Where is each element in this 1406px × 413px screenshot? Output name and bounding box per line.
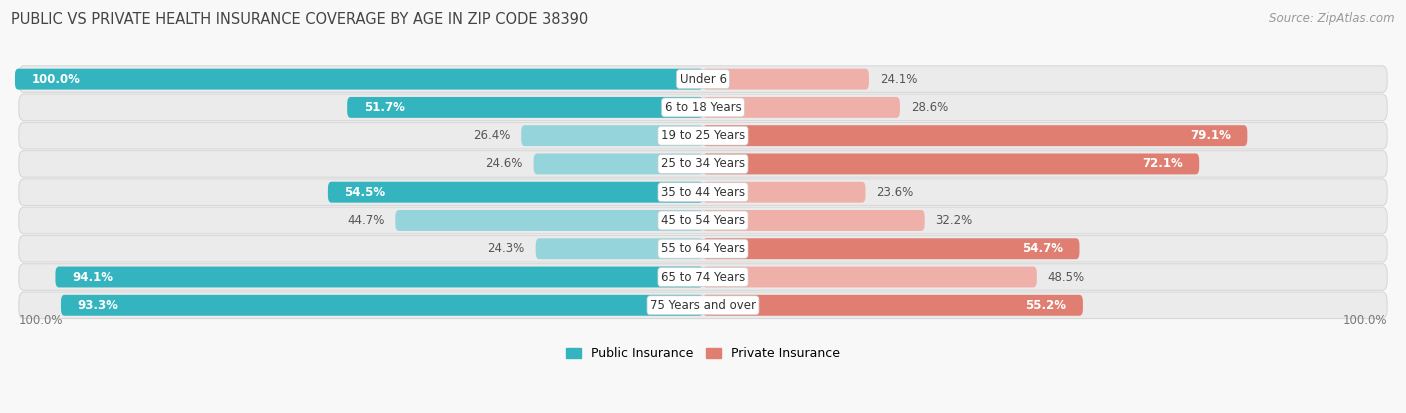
Legend: Public Insurance, Private Insurance: Public Insurance, Private Insurance xyxy=(561,342,845,366)
Text: 24.3%: 24.3% xyxy=(488,242,524,255)
Text: 54.5%: 54.5% xyxy=(344,186,385,199)
Text: 25 to 34 Years: 25 to 34 Years xyxy=(661,157,745,171)
Text: 35 to 44 Years: 35 to 44 Years xyxy=(661,186,745,199)
FancyBboxPatch shape xyxy=(18,264,1388,290)
FancyBboxPatch shape xyxy=(395,210,703,231)
FancyBboxPatch shape xyxy=(18,94,1388,121)
FancyBboxPatch shape xyxy=(703,266,1036,287)
FancyBboxPatch shape xyxy=(347,97,703,118)
Text: 72.1%: 72.1% xyxy=(1142,157,1182,171)
FancyBboxPatch shape xyxy=(18,179,1388,206)
FancyBboxPatch shape xyxy=(18,235,1388,262)
FancyBboxPatch shape xyxy=(703,154,1199,174)
Text: 23.6%: 23.6% xyxy=(876,186,914,199)
Text: 28.6%: 28.6% xyxy=(911,101,948,114)
Text: 44.7%: 44.7% xyxy=(347,214,384,227)
Text: 55.2%: 55.2% xyxy=(1025,299,1066,312)
Text: 6 to 18 Years: 6 to 18 Years xyxy=(665,101,741,114)
FancyBboxPatch shape xyxy=(522,125,703,146)
FancyBboxPatch shape xyxy=(328,182,703,203)
Text: 79.1%: 79.1% xyxy=(1189,129,1230,142)
Text: 100.0%: 100.0% xyxy=(31,73,80,85)
Text: Under 6: Under 6 xyxy=(679,73,727,85)
FancyBboxPatch shape xyxy=(703,125,1247,146)
FancyBboxPatch shape xyxy=(60,295,703,316)
FancyBboxPatch shape xyxy=(536,238,703,259)
Text: PUBLIC VS PRIVATE HEALTH INSURANCE COVERAGE BY AGE IN ZIP CODE 38390: PUBLIC VS PRIVATE HEALTH INSURANCE COVER… xyxy=(11,12,589,27)
Text: 94.1%: 94.1% xyxy=(72,271,112,283)
Text: 19 to 25 Years: 19 to 25 Years xyxy=(661,129,745,142)
Text: 51.7%: 51.7% xyxy=(364,101,405,114)
FancyBboxPatch shape xyxy=(55,266,703,287)
Text: 55 to 64 Years: 55 to 64 Years xyxy=(661,242,745,255)
Text: 100.0%: 100.0% xyxy=(20,314,63,328)
FancyBboxPatch shape xyxy=(15,69,703,90)
FancyBboxPatch shape xyxy=(534,154,703,174)
Text: 45 to 54 Years: 45 to 54 Years xyxy=(661,214,745,227)
Text: 93.3%: 93.3% xyxy=(77,299,118,312)
FancyBboxPatch shape xyxy=(18,151,1388,177)
FancyBboxPatch shape xyxy=(703,210,925,231)
FancyBboxPatch shape xyxy=(18,292,1388,318)
FancyBboxPatch shape xyxy=(703,69,869,90)
Text: 32.2%: 32.2% xyxy=(935,214,973,227)
Text: 54.7%: 54.7% xyxy=(1022,242,1063,255)
Text: 65 to 74 Years: 65 to 74 Years xyxy=(661,271,745,283)
FancyBboxPatch shape xyxy=(703,182,866,203)
Text: 75 Years and over: 75 Years and over xyxy=(650,299,756,312)
FancyBboxPatch shape xyxy=(703,238,1080,259)
Text: 26.4%: 26.4% xyxy=(472,129,510,142)
Text: 100.0%: 100.0% xyxy=(1343,314,1386,328)
FancyBboxPatch shape xyxy=(703,295,1083,316)
FancyBboxPatch shape xyxy=(18,207,1388,234)
Text: 24.1%: 24.1% xyxy=(880,73,917,85)
FancyBboxPatch shape xyxy=(703,97,900,118)
FancyBboxPatch shape xyxy=(18,66,1388,93)
FancyBboxPatch shape xyxy=(18,122,1388,149)
Text: 48.5%: 48.5% xyxy=(1047,271,1085,283)
Text: Source: ZipAtlas.com: Source: ZipAtlas.com xyxy=(1270,12,1395,25)
Text: 24.6%: 24.6% xyxy=(485,157,523,171)
